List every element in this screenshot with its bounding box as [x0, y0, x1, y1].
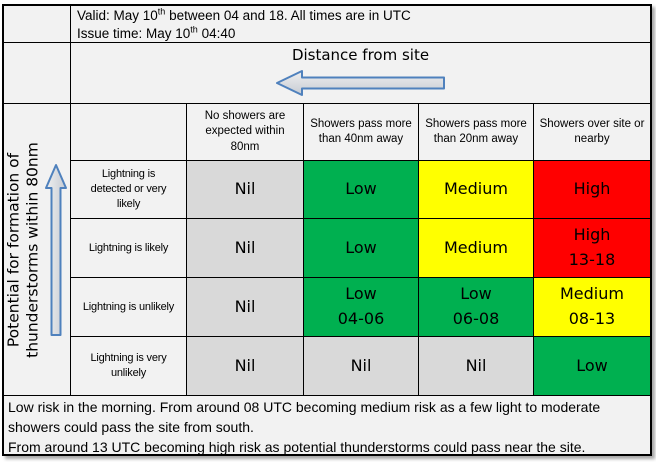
- row-header-lightning-very-unlikely: Lightning is very unlikely: [71, 337, 187, 396]
- corner-cell-mid: [4, 43, 71, 104]
- matrix-cell-r2c2: Low 06-08: [419, 278, 534, 337]
- matrix-cell-r3c1: Nil: [304, 337, 419, 396]
- matrix-cell-r2c3: Medium 08-13: [534, 278, 650, 337]
- up-arrow-icon: [45, 163, 67, 336]
- matrix-cell-r3c2: Nil: [419, 337, 534, 396]
- row-header-lightning-unlikely: Lightning is unlikely: [71, 278, 187, 337]
- risk-value: Medium: [419, 161, 533, 218]
- matrix-cell-r0c0: Nil: [187, 161, 304, 219]
- risk-value: Nil: [304, 337, 418, 395]
- left-arrow-icon: [275, 70, 445, 96]
- matrix-cell-r0c3: High: [534, 161, 650, 219]
- matrix-cell-r0c2: Medium: [419, 161, 534, 219]
- matrix-cell-r1c1: Low: [304, 219, 419, 278]
- risk-value: High: [534, 161, 650, 218]
- risk-value: Low 04-06: [304, 278, 418, 336]
- y-axis-title-wrap: Potential for formation of thunderstorms…: [4, 104, 44, 395]
- matrix-cell-r2c0: Nil: [187, 278, 304, 337]
- valid-line: Valid: May 10th between 04 and 18. All t…: [77, 6, 411, 23]
- col-header-more-than-20nm: Showers pass more than 20nm away: [419, 104, 534, 161]
- blank-header-cell: [71, 104, 187, 161]
- risk-value: Low: [304, 161, 418, 218]
- matrix-cell-r3c3: Low: [534, 337, 650, 396]
- risk-value: Low 06-08: [419, 278, 533, 336]
- risk-value: High 13-18: [534, 219, 650, 277]
- matrix-cell-r2c1: Low 04-06: [304, 278, 419, 337]
- risk-value: Nil: [187, 161, 303, 218]
- risk-value: Medium: [419, 219, 533, 277]
- matrix-cell-r3c0: Nil: [187, 337, 304, 396]
- y-axis-title-cell: Potential for formation of thunderstorms…: [4, 104, 71, 396]
- forecast-table: Valid: May 10th between 04 and 18. All t…: [2, 4, 652, 456]
- col-header-no-showers: No showers are expected within 80nm: [187, 104, 304, 161]
- col-header-more-than-40nm: Showers pass more than 40nm away: [304, 104, 419, 161]
- risk-value: Low: [304, 219, 418, 277]
- matrix-cell-r1c0: Nil: [187, 219, 304, 278]
- row-header-lightning-detected: Lightning is detected or very likely: [71, 161, 187, 219]
- x-axis-title-cell: Distance from site: [71, 43, 650, 104]
- superscript-th: th: [190, 24, 198, 34]
- corner-cell-top: [4, 6, 71, 43]
- superscript-th: th: [157, 6, 166, 16]
- matrix-cell-r1c2: Medium: [419, 219, 534, 278]
- risk-value: Nil: [187, 278, 303, 336]
- risk-value: Nil: [187, 219, 303, 277]
- forecast-notes: Low risk in the morning. From around 08 …: [8, 399, 601, 454]
- matrix-cell-r0c1: Low: [304, 161, 419, 219]
- validity-block: Valid: May 10th between 04 and 18. All t…: [71, 6, 650, 43]
- risk-value: Medium 08-13: [534, 278, 650, 336]
- risk-value: Nil: [187, 337, 303, 395]
- risk-value: Low: [534, 337, 650, 395]
- y-axis-title: Potential for formation of thunderstorms…: [4, 141, 42, 358]
- risk-value: Nil: [419, 337, 533, 395]
- row-header-lightning-likely: Lightning is likely: [71, 219, 187, 278]
- matrix-cell-r1c3: High 13-18: [534, 219, 650, 278]
- col-header-over-site: Showers over site or nearby: [534, 104, 650, 161]
- issue-time-line: Issue time: May 10th 04:40: [77, 24, 236, 41]
- up-arrow-column: [44, 104, 70, 395]
- x-axis-title: Distance from site: [291, 46, 430, 64]
